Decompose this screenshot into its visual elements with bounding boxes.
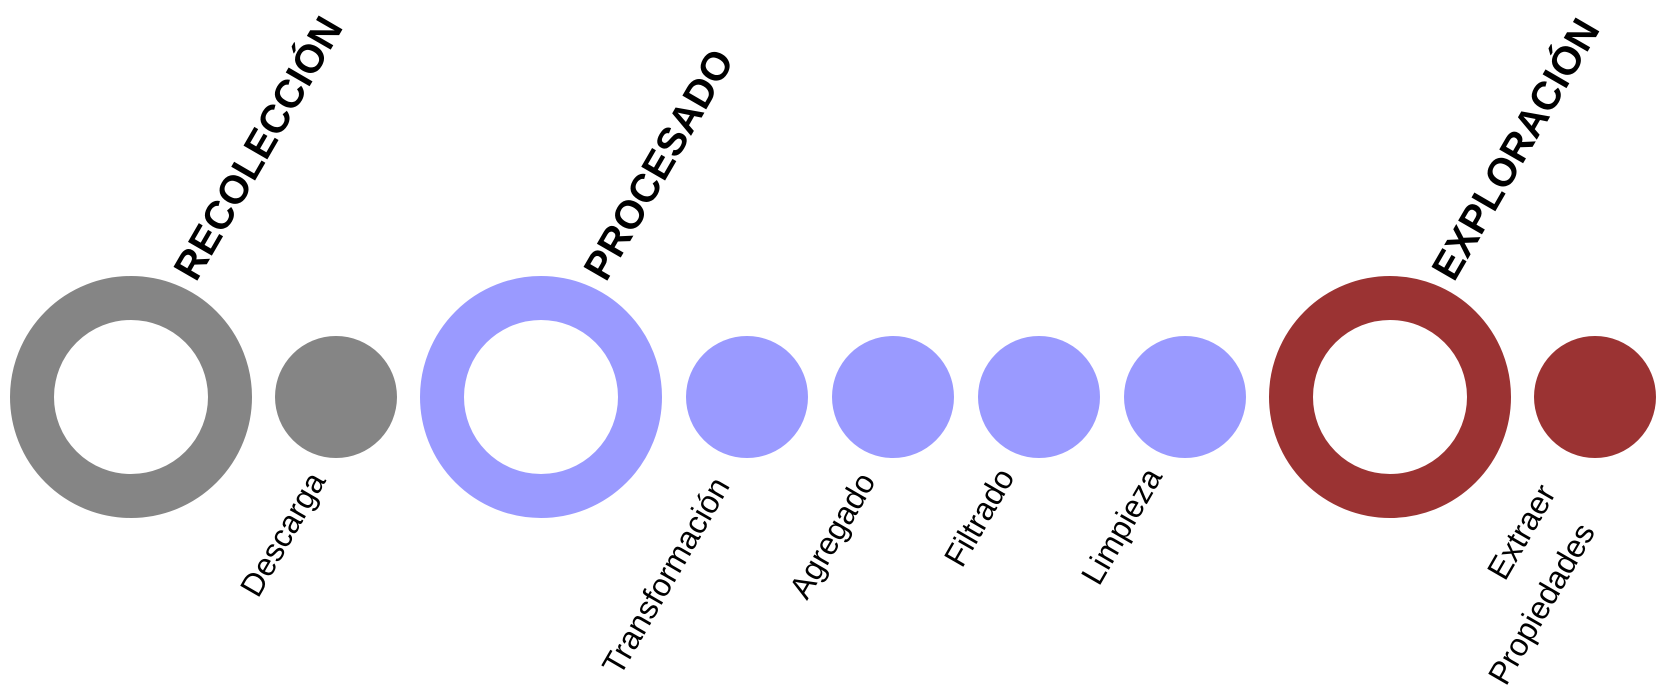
step-dot-limpieza bbox=[1124, 336, 1246, 458]
phase-label-recoleccion: RECOLECCIÓN bbox=[164, 9, 352, 288]
phase-label-exploracion: EXPLORACIÓN bbox=[1422, 10, 1609, 287]
step-dot-filtrado bbox=[978, 336, 1100, 458]
step-label-limpieza: Limpieza bbox=[1074, 461, 1169, 590]
step-dot-agregado bbox=[832, 336, 954, 458]
phase-ring-recoleccion bbox=[10, 276, 252, 518]
step-label-agregado: Agregado bbox=[782, 466, 883, 604]
step-label-descarga: Descarga bbox=[233, 466, 333, 603]
step-label-filtrado: Filtrado bbox=[937, 462, 1022, 572]
step-dot-extraer-propiedades bbox=[1534, 336, 1656, 458]
step-dot-transformacion bbox=[686, 336, 808, 458]
step-label-transformacion: Transformación bbox=[595, 471, 737, 680]
phase-ring-exploracion bbox=[1269, 276, 1511, 518]
phase-ring-procesado bbox=[420, 276, 662, 518]
step-dot-descarga bbox=[275, 336, 397, 458]
phase-label-procesado: PROCESADO bbox=[576, 42, 743, 287]
